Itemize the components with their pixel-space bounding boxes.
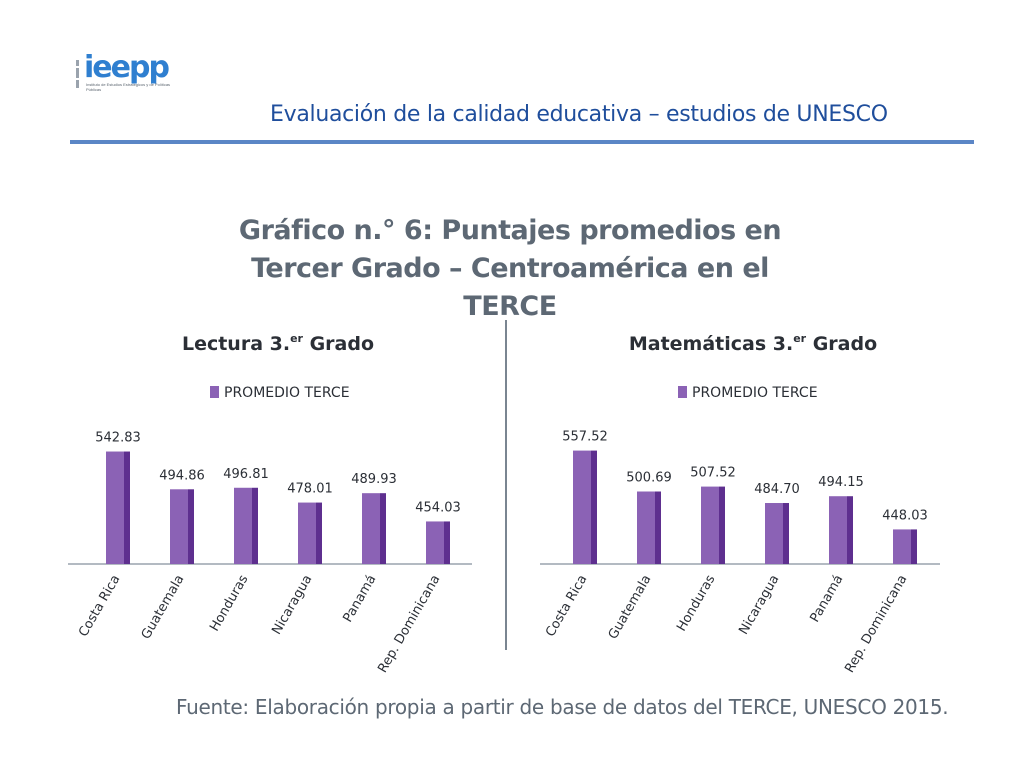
bar-side (252, 487, 258, 564)
figure-source: Fuente: Elaboración propia a partir de b… (176, 695, 949, 719)
logo-wordmark: ieepp (84, 50, 170, 85)
bar (426, 521, 444, 564)
logo-text: ieepp (84, 50, 170, 85)
data-label: 500.69 (626, 471, 672, 486)
chart-2: Matemáticas 3.er Grado PROMEDIO TERCE 557.… (540, 332, 940, 676)
category-label: Costa Rica (543, 573, 590, 640)
bar (106, 451, 124, 564)
bar (170, 489, 188, 564)
ieepp-logo: ieepp Instituto de Estudios Estratégicos… (76, 50, 186, 96)
bar (362, 493, 380, 564)
category-label: Rep. Dominicana (842, 573, 910, 676)
logo-mark-icon (76, 60, 82, 90)
data-label: 494.15 (818, 475, 864, 490)
bar (701, 486, 719, 564)
figure-title-line1: Gráfico n.° 6: Puntajes promedios en (238, 215, 782, 246)
category-label: Costa Rica (76, 573, 123, 640)
data-label: 489.93 (351, 472, 397, 487)
data-label: 557.52 (562, 430, 608, 445)
data-label: 448.03 (882, 508, 928, 523)
chart-title: Matemáticas 3.er Grado (629, 332, 877, 355)
bar-side (188, 489, 194, 564)
bar (298, 502, 316, 564)
page-title: Evaluación de la calidad educativa – est… (270, 102, 888, 127)
bar (573, 450, 591, 564)
bar (829, 496, 847, 564)
legend-label: PROMEDIO TERCE (224, 385, 350, 401)
bar-side (591, 450, 597, 564)
bar-side (444, 521, 450, 564)
figure-title-line2: Tercer Grado – Centroamérica en el TERCE (251, 253, 769, 322)
data-label: 507.52 (690, 466, 736, 481)
category-label: Panamá (340, 573, 379, 626)
bar-side (380, 493, 386, 564)
bar-side (316, 502, 322, 564)
chart-title-main: Lectura 3. (182, 333, 290, 355)
logo-tagline: Instituto de Estudios Estratégicos y de … (86, 82, 171, 92)
legend-swatch (678, 386, 687, 398)
chart-title-sup: er (793, 332, 806, 345)
data-label: 542.83 (95, 431, 141, 446)
chart-title-sup: er (290, 332, 303, 345)
category-label: Rep. Dominicana (375, 573, 443, 676)
data-label: 484.70 (754, 482, 800, 497)
chart-title-main: Matemáticas 3. (629, 333, 793, 355)
category-label: Nicaragua (736, 573, 782, 638)
category-label: Nicaragua (269, 573, 315, 638)
category-label: Guatemala (139, 573, 188, 643)
chart-title-end: Grado (303, 333, 374, 355)
bar-side (783, 503, 789, 564)
bar-side (911, 529, 917, 564)
chart-1: Lectura 3.er Grado PROMEDIO TERCE 542.83 Co… (68, 332, 472, 676)
chart-title: Lectura 3.er Grado (182, 332, 374, 355)
bar-side (719, 486, 725, 564)
bar (234, 487, 252, 564)
bar (765, 503, 783, 564)
chart-title-end: Grado (806, 333, 877, 355)
legend-label: PROMEDIO TERCE (692, 385, 818, 401)
category-label: Panamá (807, 573, 846, 626)
figure-title: Gráfico n.° 6: Puntajes promedios en Ter… (200, 212, 820, 326)
bar-side (847, 496, 853, 564)
data-label: 494.86 (159, 468, 205, 483)
legend-swatch (210, 386, 219, 398)
category-label: Honduras (674, 572, 718, 634)
category-label: Honduras (207, 572, 251, 634)
bar-side (124, 451, 130, 564)
data-label: 496.81 (223, 467, 269, 482)
data-label: 478.01 (287, 482, 333, 497)
bar-side (655, 491, 661, 564)
bar (637, 491, 655, 564)
header-divider (70, 140, 974, 144)
bar (893, 529, 911, 564)
data-label: 454.03 (415, 500, 461, 515)
category-label: Guatemala (606, 573, 655, 643)
